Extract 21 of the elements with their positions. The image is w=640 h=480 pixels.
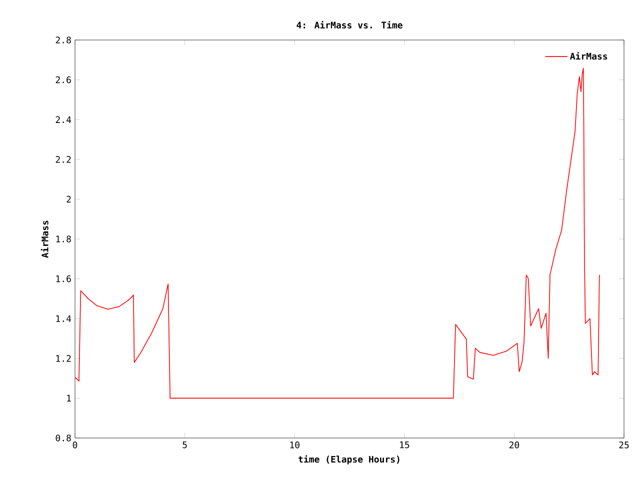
- chart-title: 4: AirMass vs. Time: [296, 21, 402, 28]
- y-tick-label: 1.6: [56, 275, 71, 282]
- y-tick-label: 2: [66, 196, 71, 203]
- x-tick-label: 25: [619, 442, 629, 448]
- y-tick-label: 1.2: [56, 355, 71, 362]
- y-tick-label: 2.8: [56, 36, 71, 44]
- y-tick-label: 2.4: [56, 116, 72, 123]
- x-tick-label: 20: [509, 442, 520, 448]
- x-axis-title: time (Elapse Hours): [298, 455, 400, 464]
- y-tick-label: 2.6: [56, 76, 71, 84]
- y-tick-label: 1.8: [56, 236, 71, 242]
- y-tick-label: 1: [67, 394, 71, 402]
- x-tick-label: 5: [182, 442, 187, 448]
- x-tick-label: 15: [400, 442, 410, 448]
- y-tick-label: 2.2: [56, 156, 71, 163]
- y-tick-label: 0.8: [56, 434, 71, 442]
- x-tick-label: 0: [72, 442, 78, 448]
- y-axis-title: AirMass: [40, 220, 48, 258]
- y-tick-label: 1.4: [56, 315, 72, 322]
- legend-label: AirMass: [570, 52, 608, 60]
- x-tick-label: 10: [290, 442, 300, 448]
